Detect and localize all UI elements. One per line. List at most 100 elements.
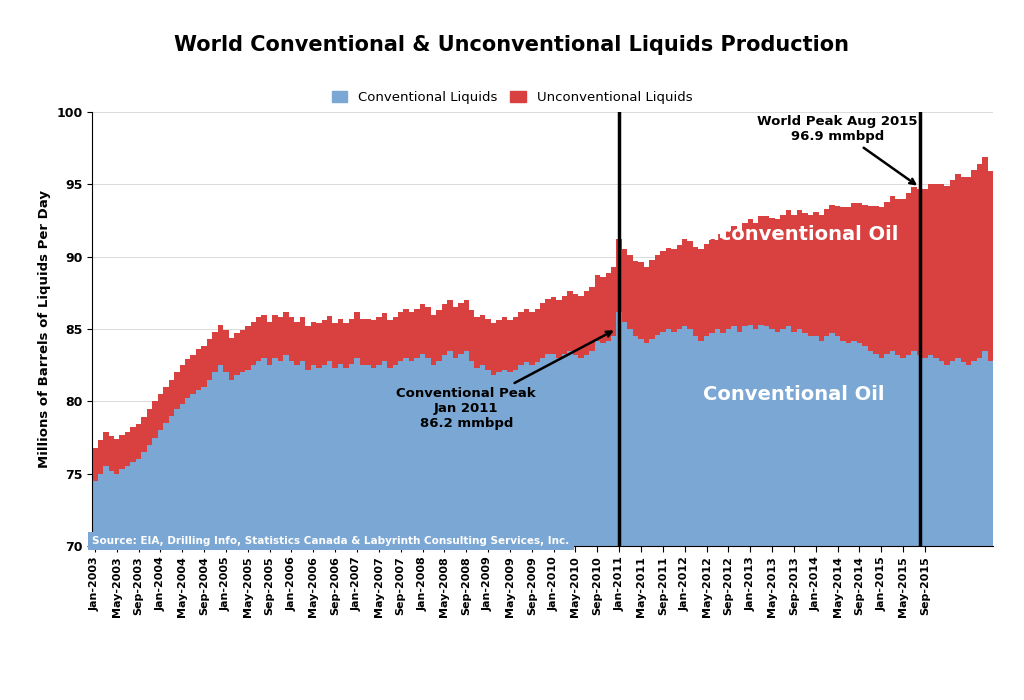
- Bar: [294, 365, 300, 700]
- Bar: [141, 417, 146, 452]
- Bar: [441, 304, 447, 355]
- Bar: [305, 370, 310, 700]
- Bar: [928, 184, 933, 355]
- Bar: [354, 312, 359, 358]
- Bar: [92, 481, 97, 700]
- Bar: [163, 387, 169, 423]
- Bar: [579, 358, 584, 700]
- Bar: [469, 360, 474, 700]
- Bar: [851, 203, 857, 341]
- Bar: [605, 272, 611, 341]
- Bar: [398, 312, 403, 360]
- Bar: [802, 214, 808, 333]
- Bar: [474, 317, 480, 368]
- Bar: [185, 398, 190, 700]
- Bar: [972, 360, 977, 700]
- Bar: [185, 359, 190, 398]
- Bar: [916, 355, 923, 700]
- Bar: [611, 267, 616, 336]
- Bar: [841, 207, 846, 341]
- Bar: [633, 261, 638, 336]
- Bar: [523, 309, 529, 363]
- Bar: [736, 230, 742, 332]
- Bar: [425, 307, 431, 358]
- Bar: [720, 238, 726, 333]
- Bar: [551, 298, 556, 354]
- Bar: [792, 332, 797, 700]
- Bar: [289, 360, 294, 700]
- Bar: [109, 471, 114, 700]
- Bar: [458, 354, 464, 700]
- Bar: [284, 355, 289, 700]
- Bar: [759, 216, 764, 325]
- Text: Conventional Oil: Conventional Oil: [703, 384, 885, 404]
- Bar: [92, 447, 97, 481]
- Bar: [196, 349, 202, 390]
- Bar: [900, 199, 906, 358]
- Bar: [818, 341, 824, 700]
- Bar: [764, 216, 769, 326]
- Bar: [792, 215, 797, 332]
- Bar: [234, 375, 240, 700]
- Bar: [469, 310, 474, 360]
- Bar: [698, 341, 703, 700]
- Text: World Conventional & Unconventional Liquids Production: World Conventional & Unconventional Liqu…: [174, 35, 850, 55]
- Bar: [338, 319, 343, 364]
- Bar: [316, 368, 322, 700]
- Bar: [841, 341, 846, 700]
- Bar: [513, 317, 518, 370]
- Legend: Conventional Liquids, Unconventional Liquids: Conventional Liquids, Unconventional Liq…: [332, 90, 692, 104]
- Bar: [824, 336, 829, 700]
- Bar: [267, 322, 272, 365]
- Bar: [551, 354, 556, 700]
- Bar: [703, 244, 710, 336]
- Bar: [906, 355, 911, 700]
- Bar: [212, 332, 218, 372]
- Bar: [660, 332, 666, 700]
- Bar: [403, 309, 409, 358]
- Bar: [949, 360, 955, 700]
- Bar: [622, 249, 628, 322]
- Bar: [158, 430, 163, 700]
- Bar: [923, 189, 928, 358]
- Bar: [349, 364, 354, 700]
- Bar: [666, 248, 671, 329]
- Bar: [146, 444, 153, 700]
- Bar: [780, 329, 785, 700]
- Bar: [644, 344, 649, 700]
- Bar: [398, 360, 403, 700]
- Bar: [890, 351, 895, 700]
- Bar: [797, 329, 802, 700]
- Bar: [267, 365, 272, 700]
- Bar: [835, 206, 841, 336]
- Bar: [829, 333, 835, 700]
- Bar: [605, 341, 611, 700]
- Bar: [97, 474, 103, 700]
- Bar: [141, 452, 146, 700]
- Bar: [359, 365, 366, 700]
- Bar: [900, 358, 906, 700]
- Bar: [556, 358, 562, 700]
- Bar: [589, 351, 595, 700]
- Bar: [322, 365, 327, 700]
- Bar: [125, 466, 130, 700]
- Bar: [562, 354, 567, 700]
- Bar: [572, 355, 579, 700]
- Bar: [808, 215, 813, 336]
- Bar: [906, 193, 911, 355]
- Bar: [628, 329, 633, 700]
- Bar: [666, 329, 671, 700]
- Bar: [600, 344, 605, 700]
- Bar: [595, 276, 600, 341]
- Bar: [371, 321, 376, 368]
- Bar: [862, 204, 867, 346]
- Bar: [202, 346, 207, 387]
- Bar: [490, 375, 497, 700]
- Bar: [748, 219, 753, 325]
- Bar: [453, 307, 458, 358]
- Bar: [376, 317, 382, 365]
- Bar: [759, 325, 764, 700]
- Bar: [977, 358, 982, 700]
- Bar: [125, 432, 130, 466]
- Bar: [322, 321, 327, 365]
